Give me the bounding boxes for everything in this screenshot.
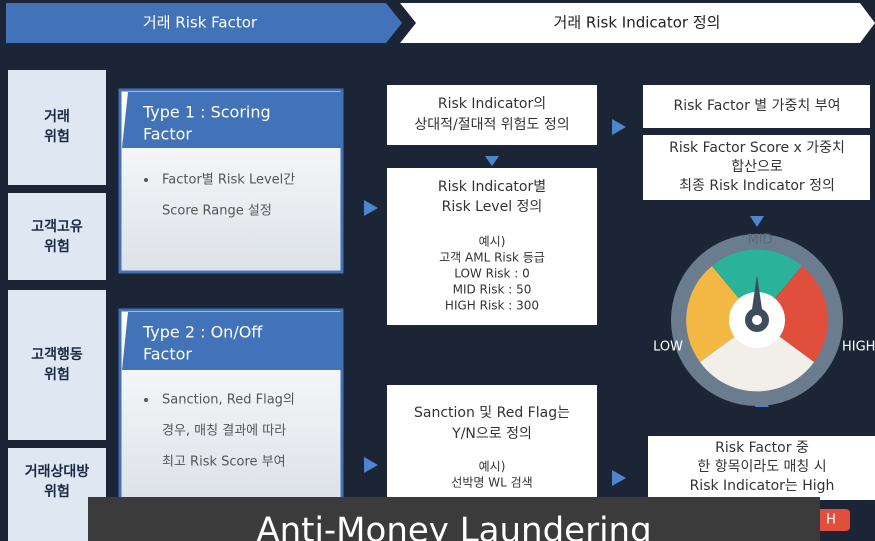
arrow xyxy=(750,216,764,227)
badge-text: H xyxy=(826,513,836,528)
type-title: Type 2 : On/Off xyxy=(142,323,263,342)
category-box xyxy=(8,193,106,280)
middle-box xyxy=(387,168,597,325)
label: Risk Indicator는 High xyxy=(690,478,835,494)
type-bullet: 경우, 매칭 결과에 따라 xyxy=(162,424,286,439)
label: Risk Factor Score x 가중치 xyxy=(669,140,845,156)
middle-box xyxy=(387,85,597,145)
gauge-dot xyxy=(752,315,762,325)
type-title: Factor xyxy=(143,345,192,364)
right-box xyxy=(643,135,870,200)
right-box xyxy=(648,436,875,500)
label: Risk Factor 별 가중치 부여 xyxy=(674,98,841,114)
label: 한 항목이라도 매칭 시 xyxy=(697,459,826,475)
header-left-text: 거래 Risk Factor xyxy=(143,14,258,32)
type-title: Factor xyxy=(143,125,192,144)
type-bullet: Sanction, Red Flag의 xyxy=(162,393,295,408)
label: 고객 AML Risk 등급 xyxy=(439,251,545,265)
overlay xyxy=(88,497,820,541)
label: Risk Indicator의 xyxy=(438,96,546,112)
label: Sanction 및 Red Flag는 xyxy=(414,405,570,421)
gauge xyxy=(671,234,843,406)
arrow xyxy=(485,156,499,166)
type-header xyxy=(122,312,342,370)
gauge-low xyxy=(686,266,757,362)
category-label: 위험 xyxy=(44,483,70,500)
type-bullet: 최고 Risk Score 부여 xyxy=(162,455,286,470)
arrow xyxy=(612,470,626,486)
label: HIGH Risk : 300 xyxy=(445,299,539,313)
category-box xyxy=(8,290,106,440)
label: Risk Level 정의 xyxy=(442,199,543,215)
label: Risk Indicator별 xyxy=(438,179,546,195)
category-label: 위험 xyxy=(44,366,70,383)
label: 최종 Risk Indicator 정의 xyxy=(679,178,835,194)
label: 예시) xyxy=(479,235,506,249)
label: 상대적/절대적 위험도 정의 xyxy=(414,117,569,133)
gauge-bottom xyxy=(700,320,814,392)
label: 선박명 WL 검색 xyxy=(451,476,532,490)
overlay-text: Anti-Money Laundering xyxy=(256,511,651,541)
type-bullet: Score Range 설정 xyxy=(162,204,272,219)
header-right-text: 거래 Risk Indicator 정의 xyxy=(554,14,721,32)
category-label: 고객행동 xyxy=(31,346,83,363)
category-label: 거래 xyxy=(44,109,70,125)
label: 합산으로 xyxy=(731,159,783,175)
header-left xyxy=(6,3,402,43)
label: Y/N으로 정의 xyxy=(451,426,532,442)
arrow xyxy=(612,119,626,135)
label: LOW Risk : 0 xyxy=(454,267,530,281)
label: Risk Factor 중 xyxy=(715,440,809,456)
right-box xyxy=(643,85,870,128)
gauge-high xyxy=(757,266,828,362)
arrow xyxy=(364,200,378,216)
category-label: 위험 xyxy=(44,128,70,145)
label: 예시) xyxy=(479,460,506,474)
bullet-dot xyxy=(144,178,148,182)
category-label: 고객고유 xyxy=(31,218,83,235)
arrow xyxy=(364,457,378,473)
label: MID Risk : 50 xyxy=(453,283,532,297)
category-label: 거래상대방 xyxy=(25,463,90,480)
category-label: 위험 xyxy=(44,238,70,255)
category-box xyxy=(8,70,106,185)
gauge-ring xyxy=(671,234,843,406)
gauge-label: MID xyxy=(747,233,772,248)
type-title: Type 1 : Scoring xyxy=(142,103,271,122)
gauge-label: HIGH xyxy=(842,340,875,355)
type-header xyxy=(122,92,342,148)
gauge-needle xyxy=(751,275,763,316)
gauge-label: LOW xyxy=(653,340,683,355)
header-right xyxy=(400,3,875,43)
type-bullet: Factor별 Risk Level간 xyxy=(162,173,295,188)
bullet-dot xyxy=(144,398,148,402)
badge xyxy=(812,509,850,531)
